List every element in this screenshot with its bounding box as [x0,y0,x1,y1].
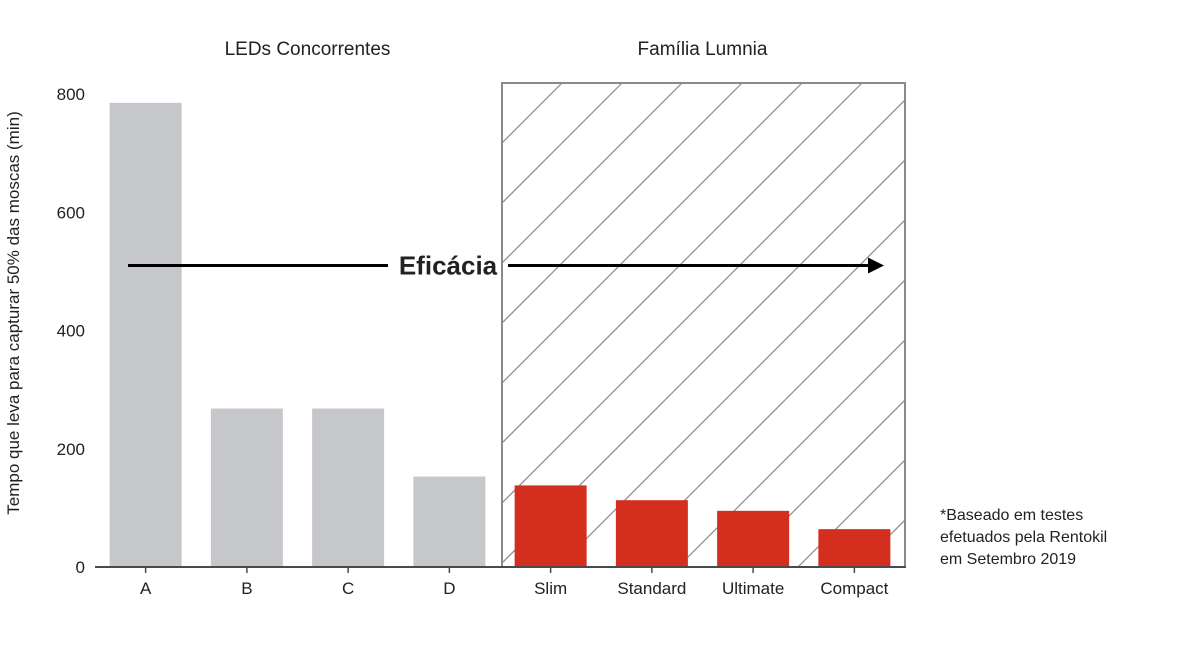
footnote-line-3: em Setembro 2019 [940,551,1076,568]
bar-slim [514,485,587,567]
x-tick-label: Standard [617,579,686,598]
arrow-head-icon [868,257,884,274]
y-tick-label: 600 [57,203,85,222]
bar-d [413,476,486,567]
y-tick-label: 200 [57,440,85,459]
axes: 0 200 400 600 800 A B C D Slim Standard Ultimate Com… [57,85,906,598]
hatch-line [502,83,623,204]
hatch-line [918,83,1200,567]
x-tick-label: Slim [534,579,567,598]
hatch-line [737,399,905,567]
x-tick-label: C [342,579,354,598]
hatch-line [502,83,863,444]
hatch-line [1038,83,1200,567]
x-tick-label: A [140,579,152,598]
bar-b [210,408,283,567]
hatch-line [978,83,1200,567]
hatch-line [677,339,905,567]
footnote-line-2: efetuados pela Rentokil [940,529,1107,546]
y-tick-label: 0 [76,558,85,577]
bar-a [109,102,182,568]
y-axis-title: Tempo que leva para capturar 50% das mos… [4,111,23,514]
x-tick-label: Ultimate [722,579,784,598]
hatch-line [557,219,905,567]
efficacy-arrow: Eficácia [128,250,884,280]
hatch-line [502,83,683,264]
hatch-line [502,83,743,324]
group-label-familia-lumnia: Família Lumnia [638,39,768,60]
hatch-line [502,99,905,504]
hatch-line [617,279,905,567]
bar-standard [615,500,688,567]
x-tick-label: B [241,579,252,598]
efficacy-label: Eficácia [399,250,498,280]
hatch-line [1158,83,1200,567]
lumnia-hatch-area [501,82,1200,568]
x-tick-label: Compact [820,579,888,598]
hatch-line [857,519,905,567]
labels: LEDs Concorrentes Família Lumnia Tempo q… [4,39,1107,568]
hatch-line [1098,83,1200,567]
bar-compact [818,529,891,567]
bar-c [312,408,385,567]
x-tick-label: D [443,579,455,598]
bars [109,102,891,568]
y-tick-label: 400 [57,322,85,341]
hatch-lines [502,83,1200,567]
footnote-line-1: *Baseado em testes [940,507,1083,524]
group-label-leds-concorrentes: LEDs Concorrentes [225,39,391,60]
hatch-line [502,83,803,384]
hatch-line [797,459,905,567]
bar-ultimate [717,510,790,567]
y-tick-label: 800 [57,85,85,104]
